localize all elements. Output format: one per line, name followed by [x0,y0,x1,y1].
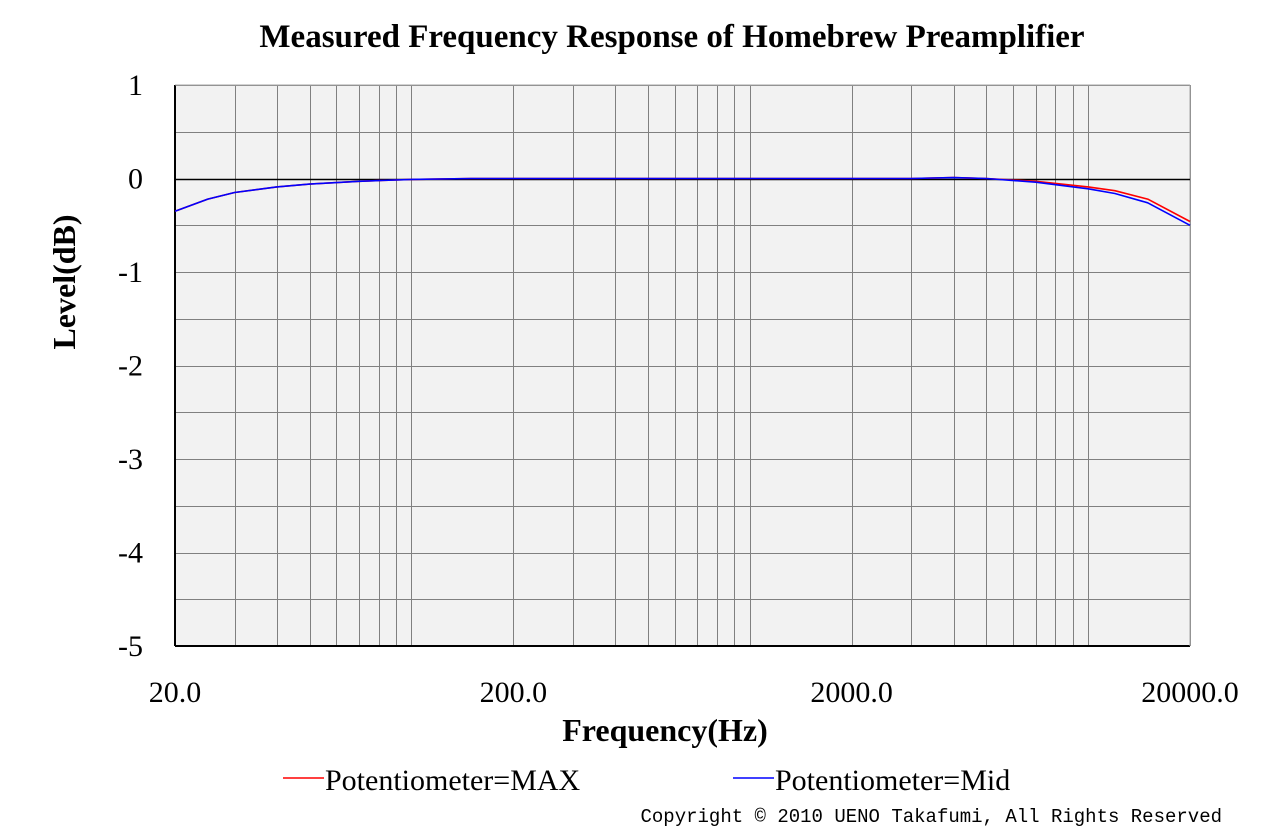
y-tick-label: -1 [118,256,143,289]
y-tick-label: -2 [118,350,143,383]
x-tick-label: 20.0 [149,676,202,709]
x-axis-title: Frequency(Hz) [562,712,768,748]
y-tick-labels: 1 0 -1 -2 -3 -4 -5 [118,69,143,663]
legend: Potentiometer=MAX Potentiometer=Mid [283,764,1010,797]
x-tick-label: 200.0 [480,676,548,709]
x-tick-labels: 20.0 200.0 2000.0 20000.0 [149,676,1239,709]
y-tick-label: -4 [118,537,143,570]
y-tick-label: -3 [118,443,143,476]
plot-area [175,85,1190,646]
y-tick-label: 1 [128,69,143,102]
chart-title: Measured Frequency Response of Homebrew … [259,19,1084,55]
series-line-potentiometer-mid [174,176,1191,227]
x-tick-label: 2000.0 [810,676,893,709]
y-tick-label: -5 [118,630,143,663]
copyright-notice: Copyright © 2010 UENO Takafumi, All Righ… [641,806,1223,828]
x-tick-label: 20000.0 [1141,676,1239,709]
legend-label: Potentiometer=Mid [775,764,1010,797]
legend-label: Potentiometer=MAX [325,764,581,797]
data-series [174,176,1191,227]
y-axis-title: Level(dB) [46,214,82,349]
y-tick-label: 0 [128,163,143,196]
axes [174,84,1191,647]
